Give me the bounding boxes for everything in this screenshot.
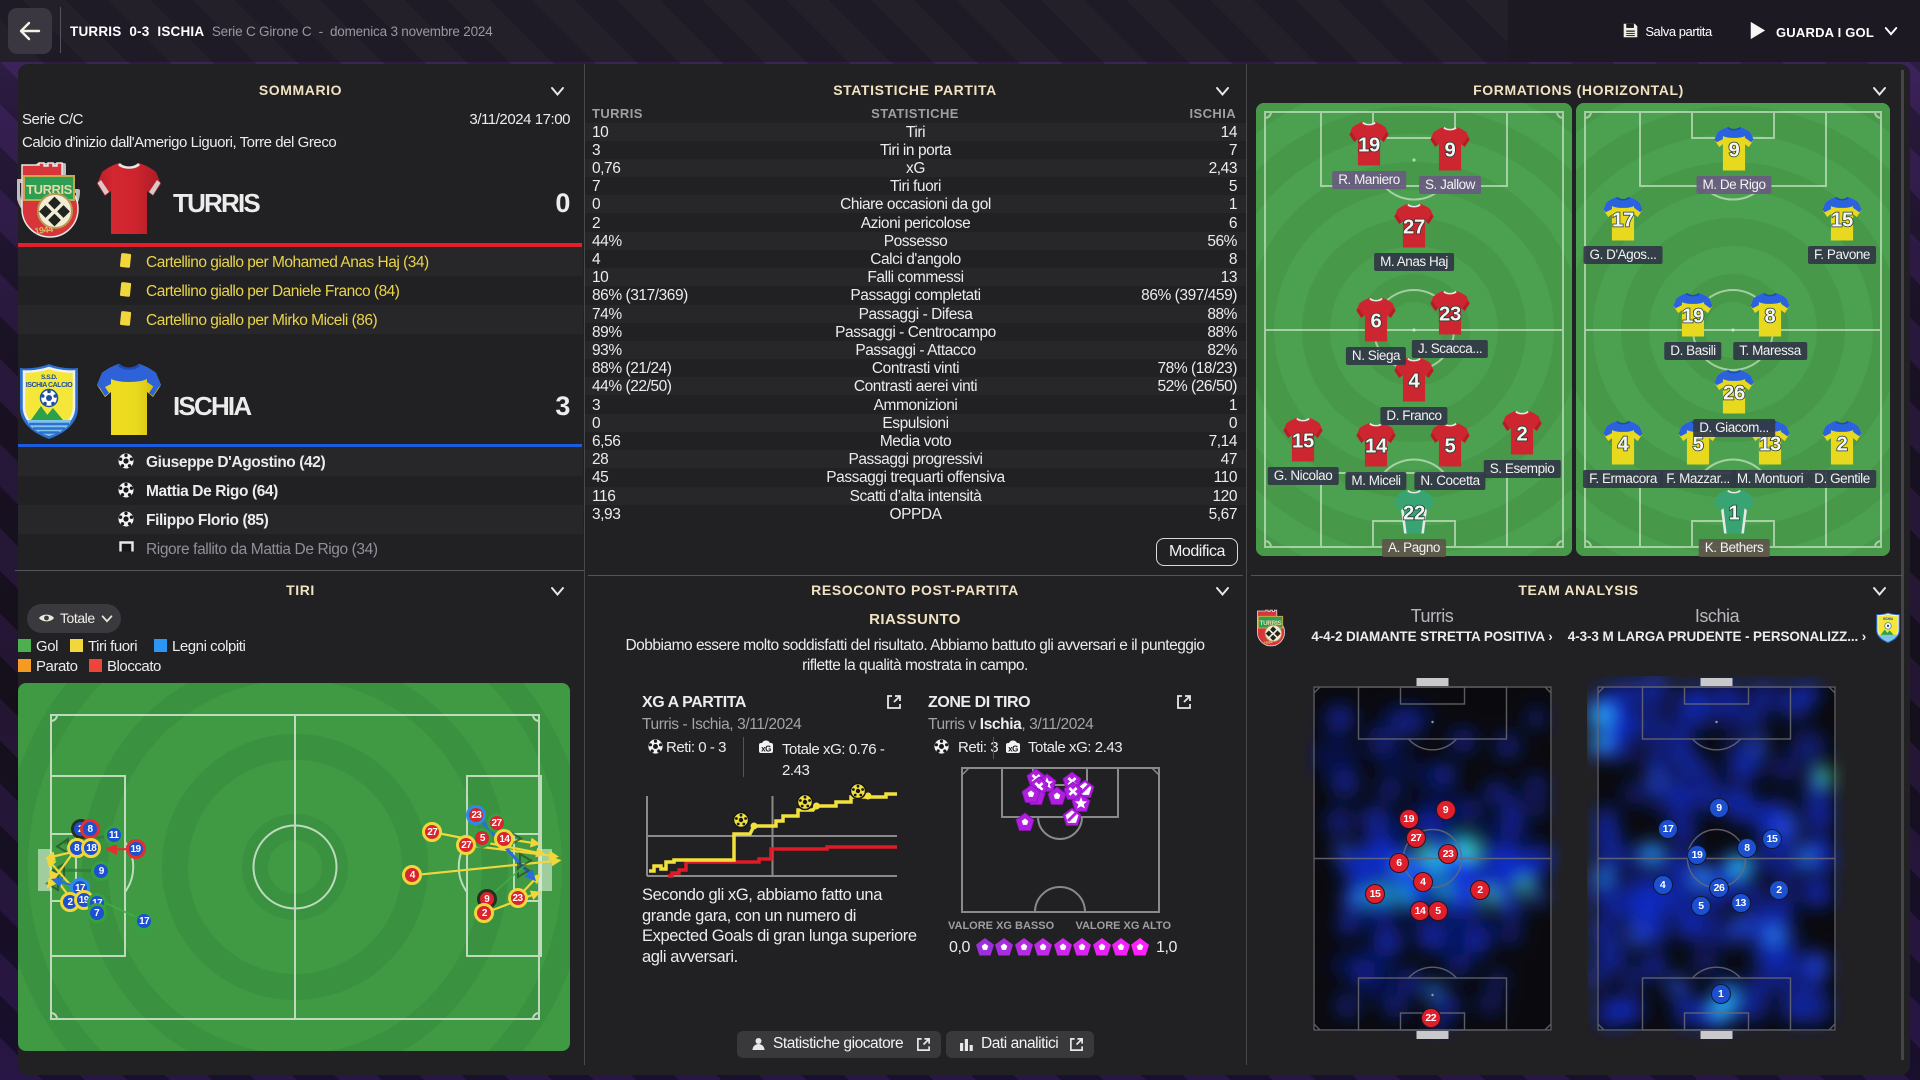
svg-text:xG: xG — [761, 745, 771, 754]
svg-text:ISCHIA CALCIO: ISCHIA CALCIO — [26, 382, 73, 389]
svg-text:2: 2 — [1836, 433, 1847, 455]
svg-text:9: 9 — [1728, 139, 1739, 161]
svg-text:TURRIS: TURRIS — [26, 182, 72, 197]
svg-text:22: 22 — [1403, 502, 1425, 524]
svg-text:5: 5 — [1444, 435, 1455, 457]
svg-text:9: 9 — [1444, 139, 1455, 161]
svg-text:6: 6 — [1370, 310, 1381, 332]
svg-text:4: 4 — [1617, 433, 1629, 455]
svg-text:2: 2 — [1516, 423, 1527, 445]
svg-text:19: 19 — [1682, 305, 1704, 327]
svg-text:1944: 1944 — [34, 224, 54, 237]
svg-text:23: 23 — [1439, 303, 1461, 325]
svg-text:13: 13 — [1759, 433, 1781, 455]
svg-text:17: 17 — [1612, 209, 1634, 231]
svg-text:1944: 1944 — [1263, 639, 1273, 645]
svg-text:4: 4 — [1408, 370, 1420, 392]
svg-text:26: 26 — [1723, 382, 1745, 404]
svg-text:S.S.D.: S.S.D. — [41, 374, 58, 381]
svg-text:5: 5 — [1692, 433, 1703, 455]
svg-text:xG: xG — [1008, 745, 1018, 754]
svg-text:8: 8 — [1764, 305, 1775, 327]
svg-text:1: 1 — [1728, 502, 1739, 524]
svg-text:15: 15 — [1831, 209, 1853, 231]
svg-text:14: 14 — [1365, 435, 1388, 457]
svg-text:27: 27 — [1403, 216, 1425, 238]
svg-text:TURRIS: TURRIS — [1259, 620, 1281, 627]
svg-text:19: 19 — [1358, 134, 1380, 156]
svg-text:15: 15 — [1292, 430, 1314, 452]
svg-text:ISCHIA: ISCHIA — [1883, 617, 1894, 621]
